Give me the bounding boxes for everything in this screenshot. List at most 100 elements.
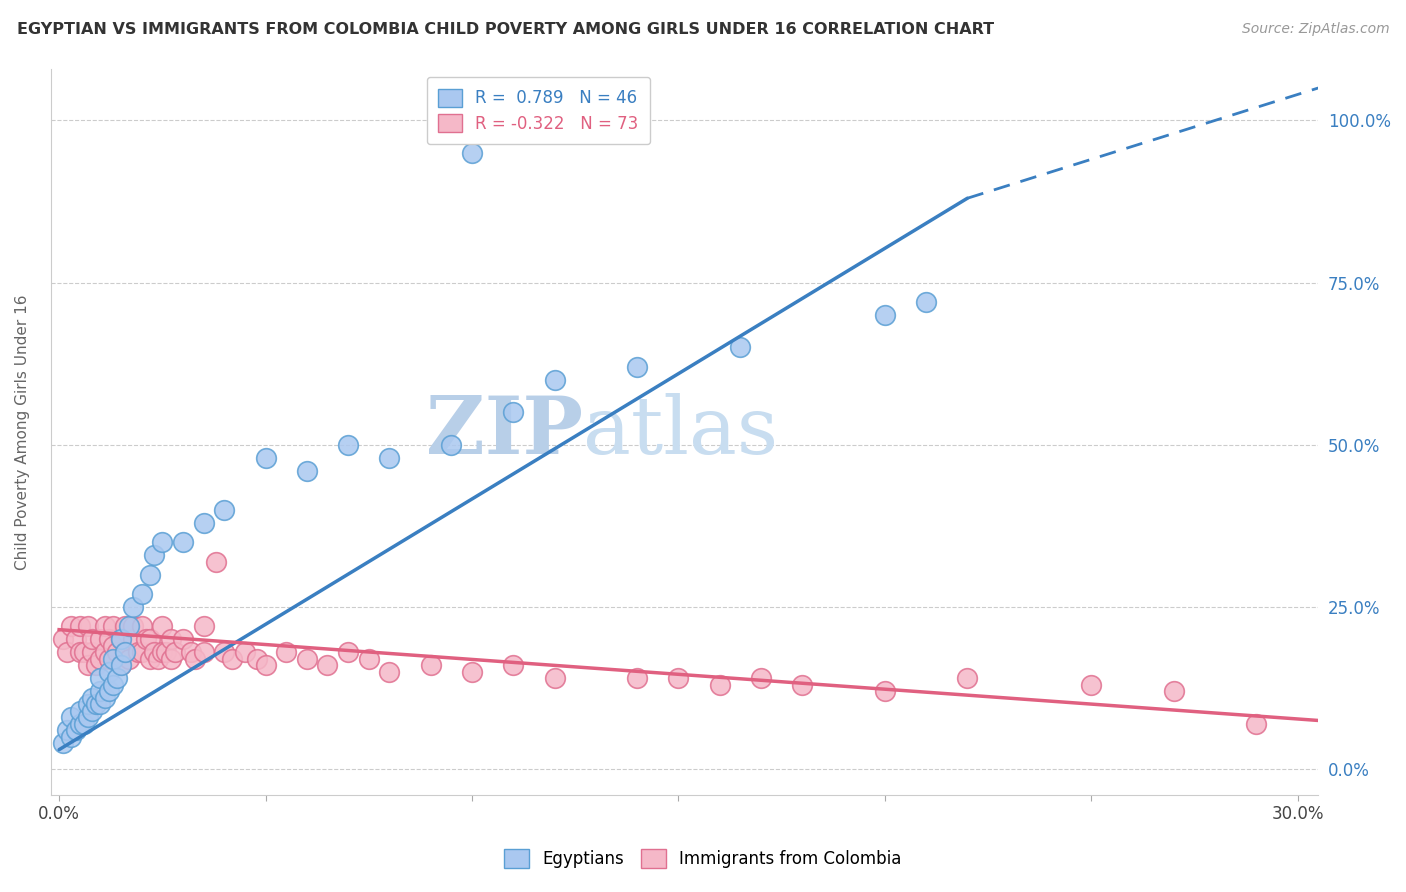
Point xyxy=(84,698,107,712)
Point xyxy=(730,341,752,355)
Point xyxy=(212,645,235,659)
Point xyxy=(82,704,104,718)
Point xyxy=(150,535,173,549)
Point xyxy=(276,645,298,659)
Point xyxy=(73,716,96,731)
Point xyxy=(69,704,91,718)
Point xyxy=(337,438,360,452)
Point xyxy=(131,587,153,601)
Point xyxy=(89,632,111,647)
Point xyxy=(172,632,194,647)
Point xyxy=(143,645,166,659)
Point xyxy=(89,684,111,698)
Point xyxy=(122,632,145,647)
Point xyxy=(60,730,83,744)
Point xyxy=(254,450,277,465)
Point xyxy=(52,736,75,750)
Point xyxy=(1080,678,1102,692)
Point xyxy=(956,671,979,685)
Point xyxy=(97,684,120,698)
Point xyxy=(101,678,124,692)
Text: ZIP: ZIP xyxy=(426,392,583,471)
Point xyxy=(873,308,896,322)
Point xyxy=(143,548,166,562)
Point xyxy=(131,619,153,633)
Point xyxy=(65,632,87,647)
Point xyxy=(101,652,124,666)
Point xyxy=(97,665,120,679)
Point xyxy=(666,671,689,685)
Point xyxy=(56,645,79,659)
Point xyxy=(110,658,132,673)
Point xyxy=(155,645,177,659)
Point xyxy=(873,684,896,698)
Point xyxy=(150,619,173,633)
Point xyxy=(792,678,814,692)
Point xyxy=(233,645,256,659)
Point xyxy=(159,652,181,666)
Point xyxy=(69,716,91,731)
Legend: R =  0.789   N = 46, R = -0.322   N = 73: R = 0.789 N = 46, R = -0.322 N = 73 xyxy=(427,77,650,145)
Point xyxy=(93,619,115,633)
Text: Source: ZipAtlas.com: Source: ZipAtlas.com xyxy=(1241,22,1389,37)
Point xyxy=(357,652,380,666)
Point xyxy=(440,438,463,452)
Point xyxy=(543,373,565,387)
Point xyxy=(139,652,162,666)
Point xyxy=(502,658,524,673)
Point xyxy=(97,652,120,666)
Point xyxy=(915,295,938,310)
Point xyxy=(749,671,772,685)
Legend: Egyptians, Immigrants from Colombia: Egyptians, Immigrants from Colombia xyxy=(498,843,908,875)
Point xyxy=(1163,684,1185,698)
Point xyxy=(60,710,83,724)
Point xyxy=(105,645,128,659)
Text: atlas: atlas xyxy=(583,392,779,471)
Point xyxy=(77,619,100,633)
Point xyxy=(172,535,194,549)
Point xyxy=(378,450,401,465)
Point xyxy=(502,405,524,419)
Point xyxy=(105,671,128,685)
Point xyxy=(89,698,111,712)
Point xyxy=(118,652,141,666)
Point xyxy=(184,652,207,666)
Point xyxy=(118,619,141,633)
Point xyxy=(93,690,115,705)
Point xyxy=(626,671,648,685)
Point xyxy=(89,671,111,685)
Point xyxy=(180,645,202,659)
Point xyxy=(114,619,136,633)
Point xyxy=(135,632,157,647)
Point xyxy=(1246,716,1268,731)
Point xyxy=(254,658,277,673)
Point xyxy=(709,678,731,692)
Point xyxy=(110,658,132,673)
Point xyxy=(146,652,169,666)
Point xyxy=(73,645,96,659)
Point xyxy=(77,658,100,673)
Point xyxy=(65,723,87,738)
Point xyxy=(295,464,318,478)
Y-axis label: Child Poverty Among Girls Under 16: Child Poverty Among Girls Under 16 xyxy=(15,294,30,569)
Point xyxy=(93,645,115,659)
Point xyxy=(69,619,91,633)
Point xyxy=(122,599,145,614)
Point xyxy=(101,619,124,633)
Point xyxy=(114,645,136,659)
Point xyxy=(114,645,136,659)
Point xyxy=(419,658,441,673)
Point xyxy=(205,555,228,569)
Point xyxy=(221,652,243,666)
Point xyxy=(378,665,401,679)
Point xyxy=(122,619,145,633)
Point xyxy=(131,645,153,659)
Point xyxy=(626,359,648,374)
Point xyxy=(295,652,318,666)
Point xyxy=(193,645,215,659)
Point xyxy=(82,645,104,659)
Point xyxy=(212,502,235,516)
Point xyxy=(127,645,149,659)
Point xyxy=(461,145,484,160)
Point xyxy=(60,619,83,633)
